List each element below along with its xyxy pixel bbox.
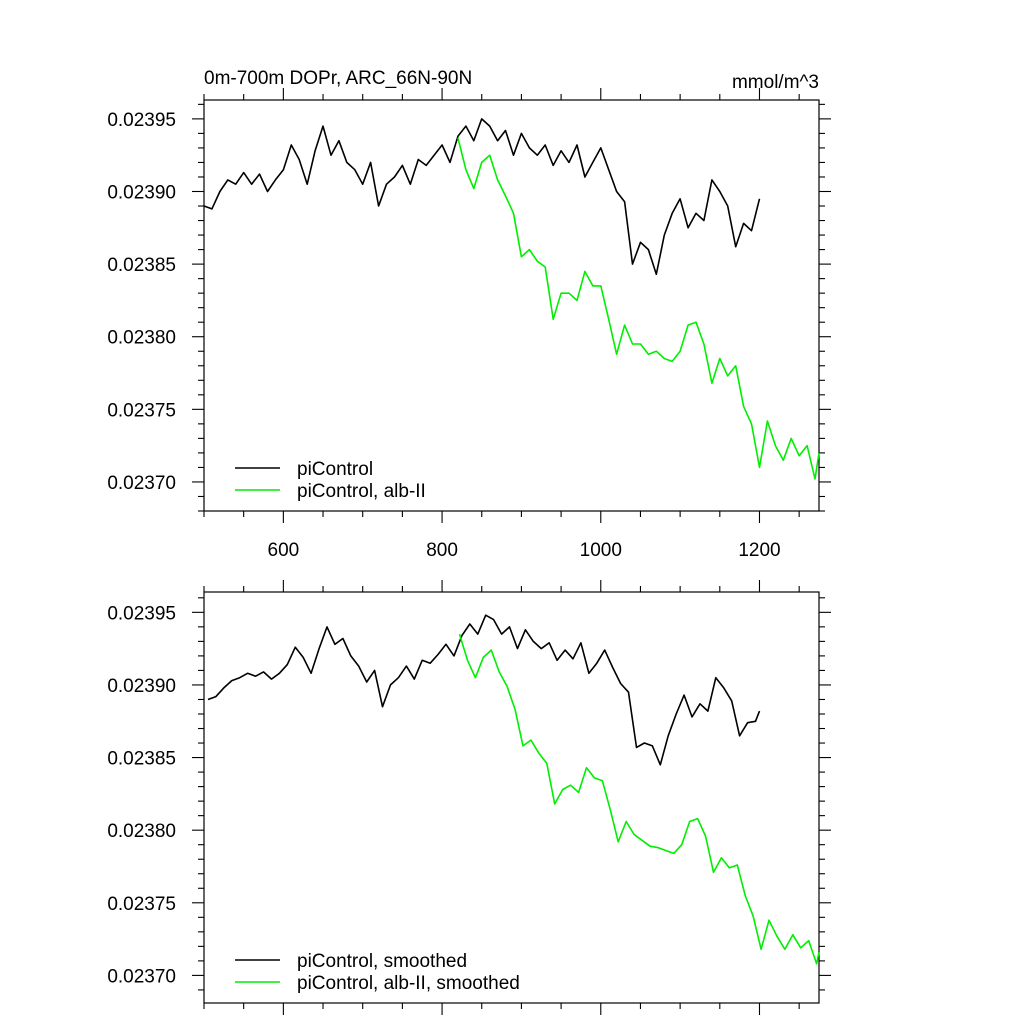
- x-tick-label: 800: [426, 540, 458, 561]
- control-series-line: [207, 614, 761, 766]
- units-label: mmol/m^3: [732, 72, 819, 93]
- bottom-panel: 0.02395 0.02390 0.02385 0.02380 0.02375 0.023…: [107, 580, 831, 1015]
- x-tick-label: 1000: [580, 540, 622, 561]
- chart-header: 0m-700m DOPr, ARC_66N-90N mmol/m^3: [204, 68, 819, 93]
- chart-title: 0m-700m DOPr, ARC_66N-90N: [204, 68, 472, 89]
- legend-label: piControl, smoothed: [297, 951, 467, 972]
- y-tick-label: 0.02385: [107, 255, 176, 276]
- y-tick-label: 0.02385: [107, 749, 176, 770]
- legend-label: piControl, alb-II: [297, 481, 426, 502]
- y-tick-label: 0.02380: [107, 821, 176, 842]
- x-tick-label: 600: [268, 540, 300, 561]
- y-tick-label: 0.02395: [107, 110, 176, 131]
- y-tick-label: 0.02390: [107, 676, 176, 697]
- plot-frame: [203, 99, 820, 512]
- legend-label: piControl: [297, 459, 373, 480]
- experiment-series-line: [457, 137, 820, 480]
- plot-frame: [203, 591, 820, 1004]
- control-series-line: [203, 118, 761, 276]
- y-tick-label: 0.02375: [107, 400, 176, 421]
- y-tick-label: 0.02370: [107, 966, 176, 987]
- x-tick-label: 1200: [738, 540, 780, 561]
- top-panel: 0.02395 0.02390 0.02385 0.02380 0.02375 0.023…: [107, 88, 831, 561]
- y-tick-label: 0.02390: [107, 182, 176, 203]
- y-tick-label: 0.02370: [107, 473, 176, 494]
- experiment-series-line: [458, 633, 820, 965]
- y-tick-label: 0.02395: [107, 603, 176, 624]
- y-tick-label: 0.02380: [107, 328, 176, 349]
- y-tick-label: 0.02375: [107, 894, 176, 915]
- legend-label: piControl, alb-II, smoothed: [297, 973, 520, 994]
